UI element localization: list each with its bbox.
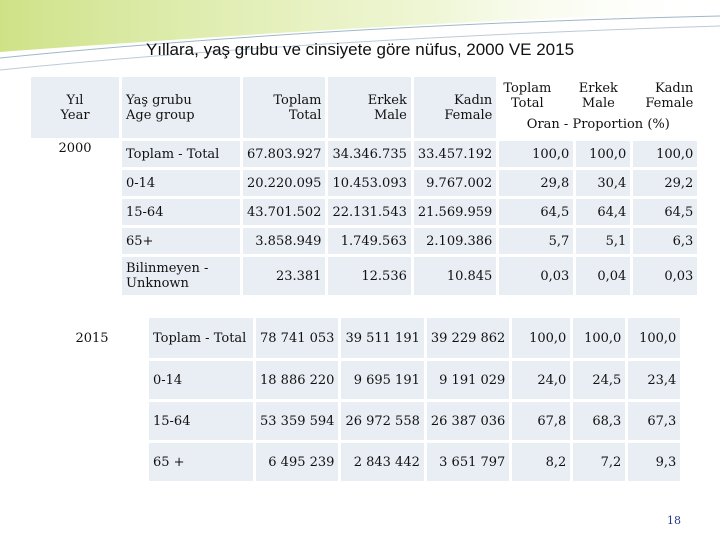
- header-p-male: Erkek Male: [578, 81, 618, 111]
- table-row: 2015 Toplam - Total 78 741 053 39 511 19…: [38, 318, 681, 358]
- year-2000: 2000: [58, 141, 92, 156]
- table-row: 0-14 18 886 220 9 695 191 9 191 029 24,0…: [38, 361, 681, 399]
- table-row: 65+ 3.858.949 1.749.563 2.109.386 5,7 5,…: [31, 228, 698, 254]
- header-p-female: Kadın Female: [645, 81, 694, 111]
- page-title: Yıllara, yaş grubu ve cinsiyete göre nüf…: [145, 40, 575, 59]
- table-row: Bilinmeyen - Unknown 23.381 12.536 10.845…: [31, 257, 698, 295]
- page-number: 18: [667, 514, 681, 527]
- table-row: 0-14 20.220.095 10.453.093 9.767.002 29,…: [31, 170, 698, 196]
- table-row: 15-64 53 359 594 26 972 558 26 387 036 6…: [38, 402, 681, 440]
- header-female: Kadın Female: [413, 77, 497, 138]
- header-year: Yıl Year: [31, 77, 119, 138]
- header-age-group: Yaş grubu Age group: [122, 77, 240, 138]
- table-row: 15-64 43.701.502 22.131.543 21.569.959 6…: [31, 199, 698, 225]
- proportion-caption: Oran - Proportion (%): [526, 117, 670, 132]
- table-row: 2000 Toplam - Total 67.803.927 34.346.73…: [31, 141, 698, 167]
- header-male: Erkek Male: [328, 77, 411, 138]
- table-2015: 2015 Toplam - Total 78 741 053 39 511 19…: [35, 315, 683, 484]
- table-header-row: Yıl Year Yaş grubu Age group Toplam Total E…: [31, 77, 697, 138]
- year-2015: 2015: [75, 330, 109, 346]
- decorative-swoosh: [0, 0, 720, 71]
- table-row: 65 + 6 495 239 2 843 442 3 651 797 8,2 7…: [38, 443, 681, 481]
- header-total: Toplam Total: [243, 77, 326, 138]
- header-p-total: Toplam Total: [503, 81, 552, 111]
- header-proportion: Toplam Total Erkek Male Kadın Female Oran -…: [499, 77, 697, 138]
- table-2000: Yıl Year Yaş grubu Age group Toplam Total E…: [28, 74, 700, 298]
